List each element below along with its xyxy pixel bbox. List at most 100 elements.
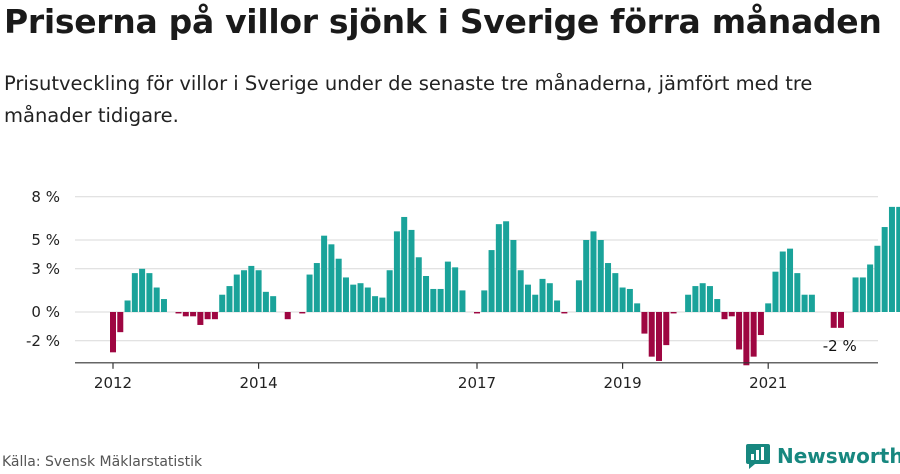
- bar: [699, 283, 706, 312]
- bar: [488, 250, 495, 312]
- bar: [634, 303, 641, 312]
- x-tick-label: 2021: [749, 374, 787, 392]
- bar: [211, 312, 218, 320]
- bar: [306, 274, 313, 312]
- bar: [342, 277, 349, 312]
- bar: [881, 227, 888, 312]
- bar: [590, 231, 597, 312]
- bar: [255, 270, 262, 312]
- last-value-annotation: -2 %: [823, 337, 857, 355]
- bar: [743, 312, 750, 366]
- bar: [524, 284, 531, 312]
- newsworthy-logo-icon: [746, 444, 770, 469]
- bar: [219, 294, 226, 312]
- bar: [270, 296, 277, 312]
- bar: [190, 312, 197, 317]
- bar: [321, 235, 328, 312]
- y-tick-label: 3 %: [31, 260, 60, 278]
- bar: [779, 251, 786, 312]
- bar: [153, 287, 160, 312]
- bar: [328, 244, 335, 312]
- bar-chart: 8 % 5 % 3 % 0 % -2 % 2012 2014 2017 2019 2021 -2 %: [26, 188, 900, 392]
- bar: [495, 224, 502, 312]
- bar: [393, 231, 400, 312]
- axes: 8 % 5 % 3 % 0 % -2 % 2012 2014 2017 2019 2021 -2 %: [26, 188, 878, 392]
- bar: [481, 290, 488, 312]
- bar: [714, 299, 721, 312]
- bar: [299, 312, 306, 314]
- bar: [241, 270, 248, 312]
- y-tick-label: 8 %: [31, 188, 60, 206]
- bar: [896, 206, 900, 312]
- bar: [706, 286, 713, 312]
- bar: [372, 296, 379, 312]
- bar: [474, 312, 480, 314]
- bar: [357, 283, 364, 312]
- brand-name: Newsworthy: [777, 444, 900, 468]
- bar: [401, 216, 408, 312]
- bar-series: [110, 206, 900, 366]
- bar: [772, 271, 779, 312]
- bar: [379, 297, 386, 312]
- bar: [532, 294, 539, 312]
- bar: [546, 283, 553, 312]
- bar: [605, 263, 612, 312]
- bar: [124, 300, 131, 312]
- bar: [313, 263, 320, 312]
- bar: [139, 268, 146, 312]
- grid-lines: [75, 196, 878, 342]
- x-tick-label: 2014: [240, 374, 278, 392]
- chart-subtitle: Prisutveckling för villor i Sverige unde…: [4, 72, 813, 127]
- bar: [408, 229, 415, 312]
- bar: [284, 312, 291, 320]
- bar: [415, 257, 422, 312]
- bar: [656, 312, 662, 361]
- bar: [561, 312, 568, 314]
- y-tick-label: 0 %: [31, 303, 60, 321]
- bar: [452, 267, 459, 312]
- bar: [335, 258, 342, 312]
- bar: [131, 273, 138, 312]
- bar: [830, 312, 837, 328]
- bar: [685, 294, 692, 312]
- bar: [808, 294, 815, 312]
- bar: [888, 206, 895, 312]
- brand-logo[interactable]: Newsworthy: [745, 442, 900, 470]
- bar: [175, 312, 182, 314]
- bar: [641, 312, 648, 334]
- bar: [757, 312, 764, 336]
- bar: [728, 312, 735, 317]
- bar: [182, 312, 189, 317]
- bar: [204, 312, 211, 320]
- bar: [437, 288, 444, 312]
- bar: [423, 276, 430, 312]
- y-tick-label: 5 %: [31, 231, 60, 249]
- bar: [619, 287, 626, 312]
- bar: [386, 270, 393, 312]
- bar: [503, 221, 510, 312]
- bar: [852, 277, 859, 312]
- bar: [248, 265, 255, 312]
- bar: [110, 312, 116, 353]
- bar: [430, 288, 437, 312]
- bar: [648, 312, 655, 357]
- bar: [117, 312, 124, 333]
- bar: [867, 264, 874, 312]
- bar: [510, 240, 517, 312]
- bar: [459, 290, 466, 312]
- x-tick-label: 2017: [458, 374, 496, 392]
- bar: [874, 245, 881, 312]
- bar: [554, 300, 561, 312]
- bar: [612, 273, 619, 312]
- bar: [233, 274, 240, 312]
- bar: [197, 312, 204, 325]
- x-tick-label: 2012: [94, 374, 132, 392]
- bar: [801, 294, 808, 312]
- bar: [692, 286, 699, 312]
- bar: [539, 278, 546, 312]
- bar: [736, 312, 743, 350]
- bar: [146, 273, 153, 312]
- bar: [721, 312, 728, 320]
- y-tick-label: -2 %: [26, 332, 60, 350]
- bar: [160, 299, 167, 312]
